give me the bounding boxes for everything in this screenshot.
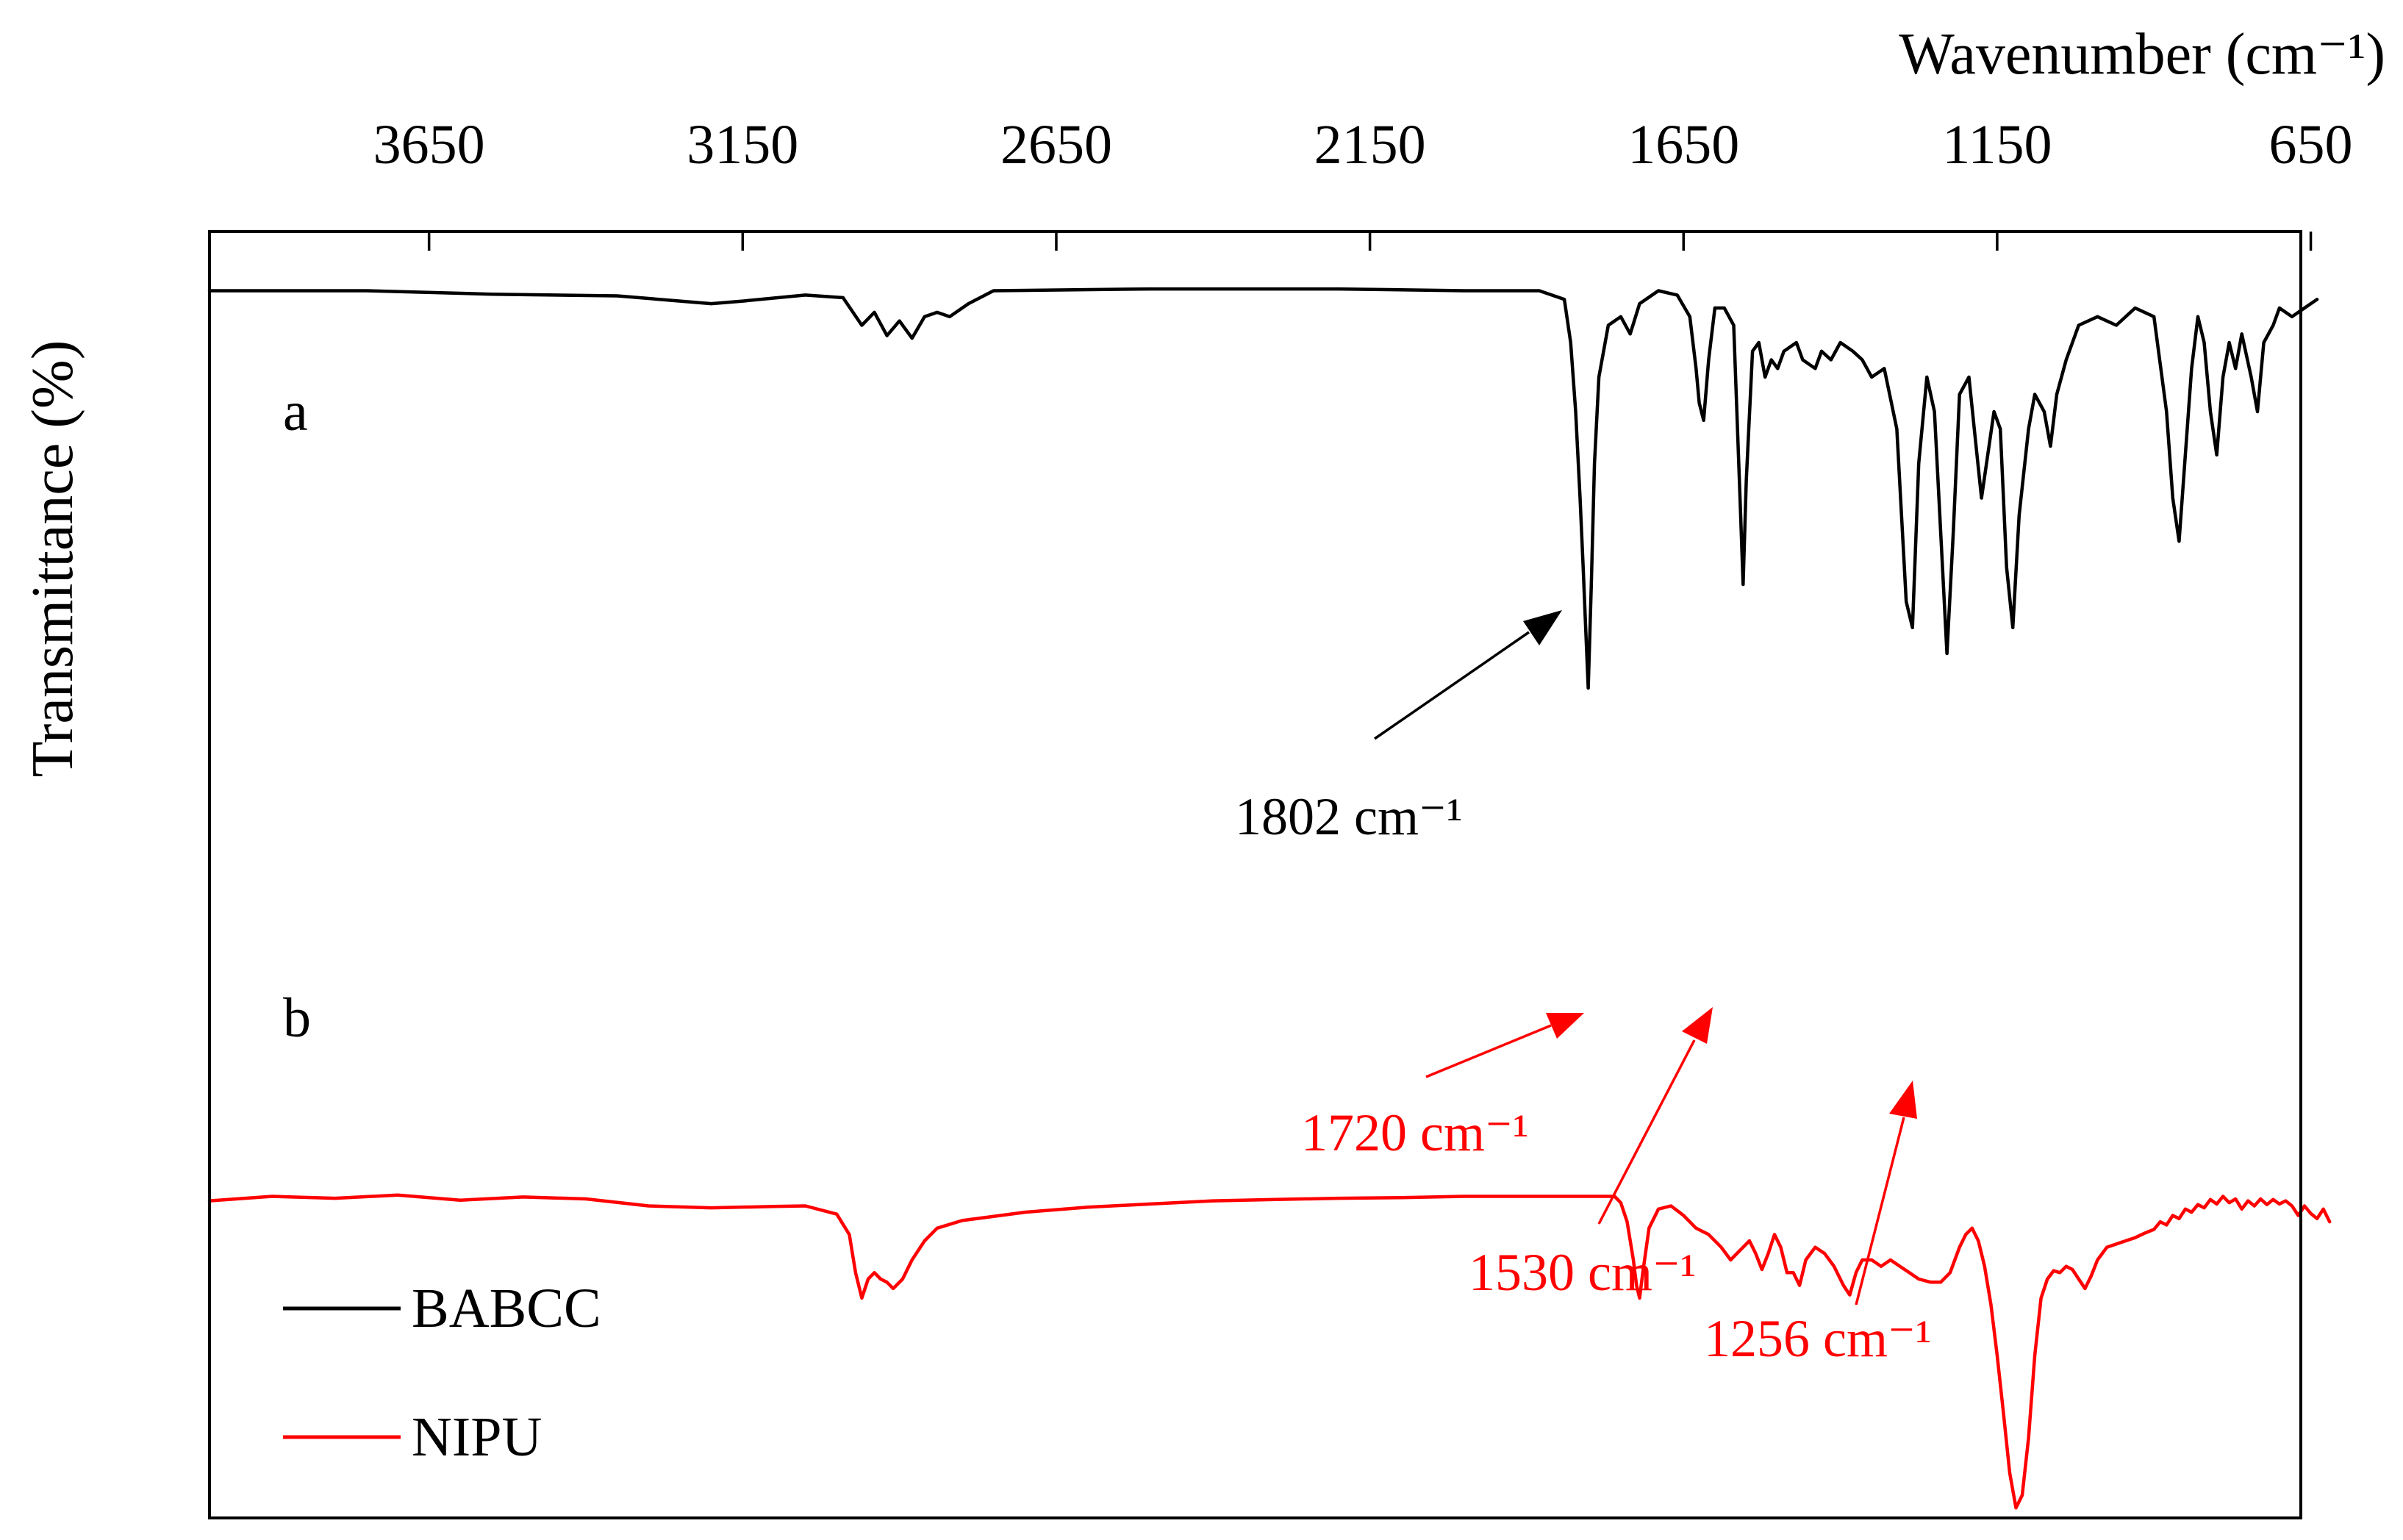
x-axis-ticks: 3650 3150 2650 2150 1650 1150 650: [373, 114, 2353, 251]
annotation-arrow-1802: [1374, 610, 1562, 740]
x-tick-label-1150: 1150: [1942, 114, 2052, 176]
annotation-label-1720: 1720 cm⁻¹: [1301, 1103, 1529, 1162]
annotation-label-1802: 1802 cm⁻¹: [1235, 787, 1463, 846]
legend: BABCC NIPU: [283, 1278, 601, 1468]
x-tick-label-3650: 3650: [373, 114, 485, 176]
annotation-arrow-1530: [1597, 1007, 1713, 1225]
plot-area-frame: [208, 230, 2302, 1519]
x-axis-title: Wavenumber (cm⁻¹): [1899, 22, 2385, 87]
x-tick-label-1650: 1650: [1627, 114, 1739, 176]
annotation-arrow-1720: [1425, 1013, 1584, 1078]
x-tick-label-2650: 2650: [1000, 114, 1112, 176]
babcc-spectrum-line: [207, 287, 2319, 690]
spectra: [207, 287, 2332, 1510]
y-axis-title: Transmittance (%): [21, 340, 85, 778]
legend-label-nipu: NIPU: [412, 1406, 542, 1468]
series-letter-a: a: [283, 381, 308, 443]
x-tick-label-650: 650: [2269, 114, 2353, 176]
nipu-spectrum-line: [207, 1193, 2332, 1510]
annotation-arrow-1256: [1855, 1081, 1917, 1306]
legend-label-babcc: BABCC: [412, 1278, 601, 1339]
annotation-label-1530: 1530 cm⁻¹: [1469, 1243, 1697, 1302]
series-letter-b: b: [283, 987, 311, 1049]
x-tick-label-2150: 2150: [1314, 114, 1426, 176]
annotation-label-1256: 1256 cm⁻¹: [1704, 1309, 1932, 1368]
x-tick-label-3150: 3150: [687, 114, 798, 176]
